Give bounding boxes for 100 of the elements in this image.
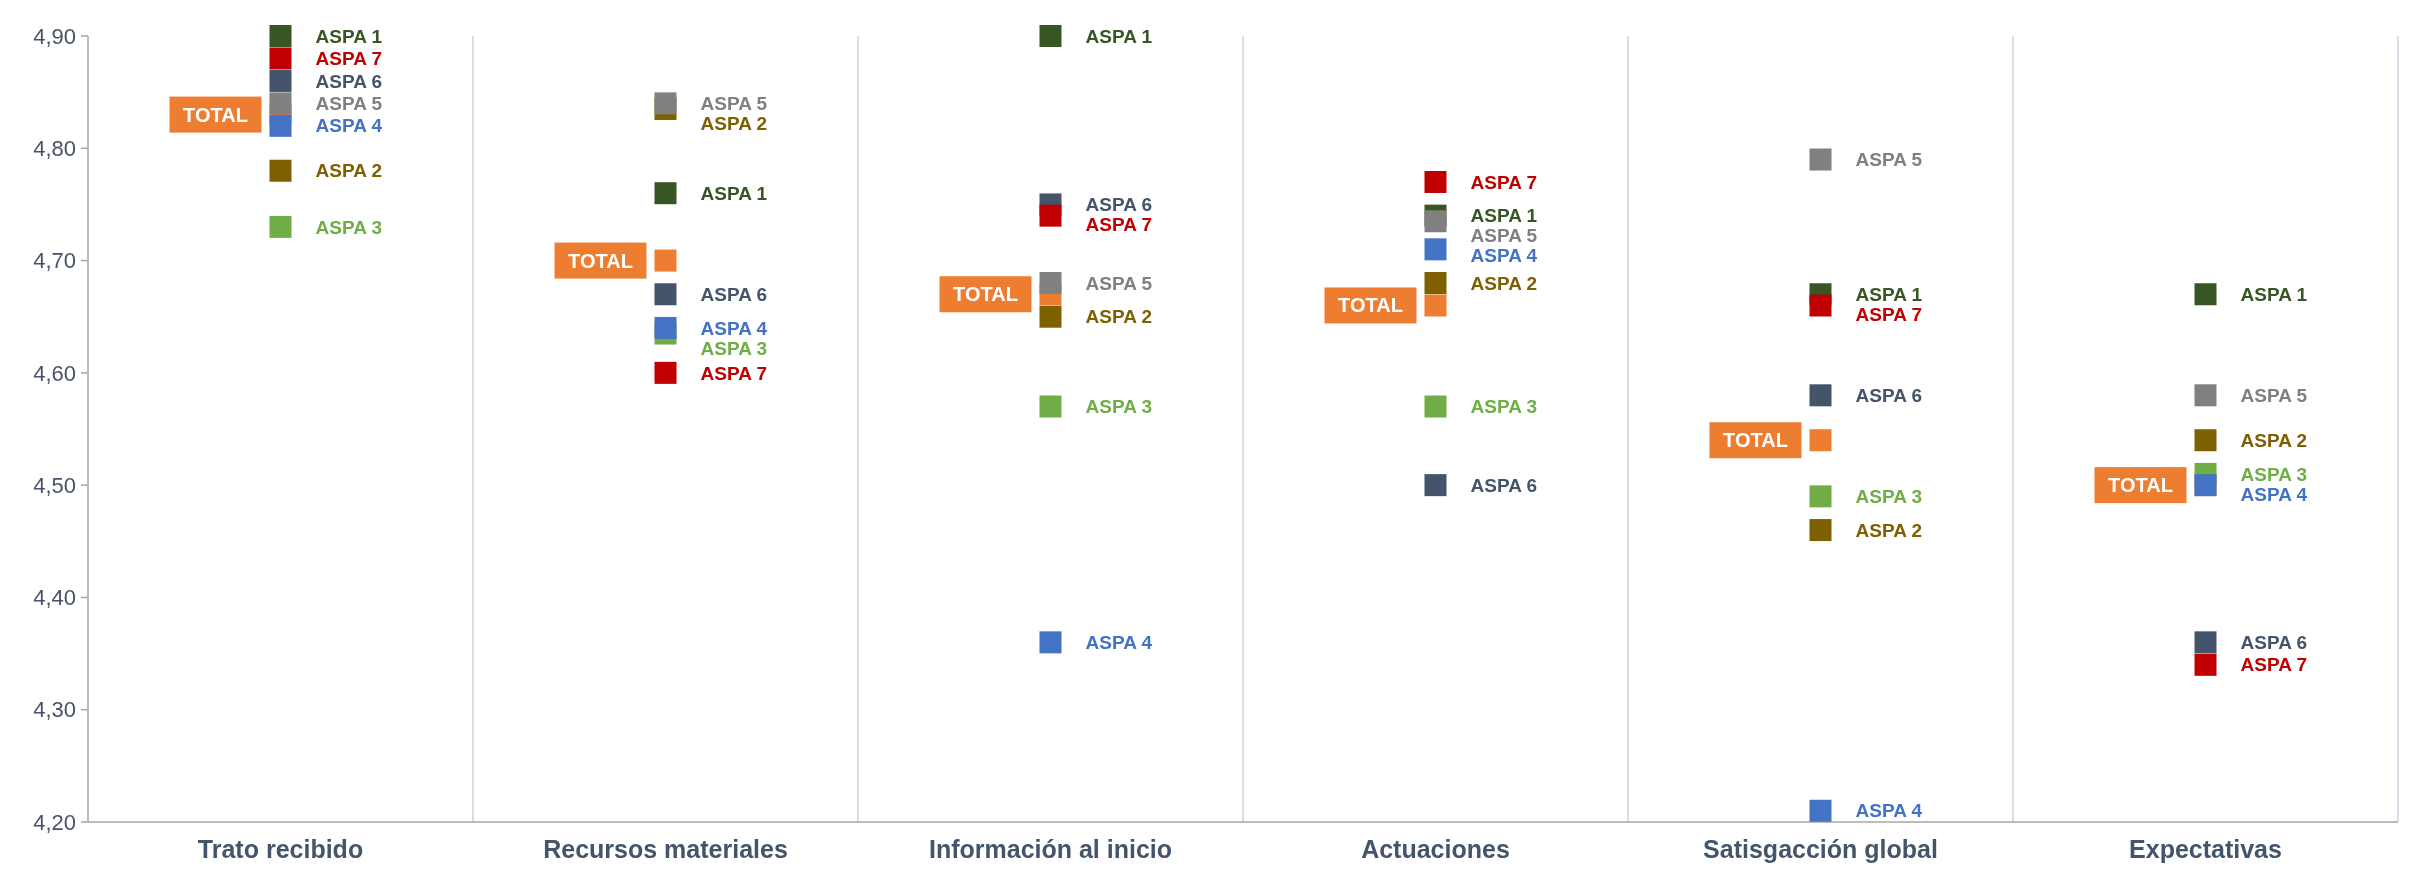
text: ASPA 5 — [1470, 225, 1538, 247]
point — [1809, 799, 1832, 822]
y-tick-label: 4,40 — [33, 585, 76, 611]
point — [269, 25, 292, 47]
point — [1039, 25, 1062, 47]
x-tick-label: Satisgacción global — [1703, 835, 1938, 863]
y-tick-label: 4,80 — [33, 135, 76, 161]
x-tick-label: Expectativas — [2129, 835, 2282, 863]
text: TOTAL — [568, 249, 633, 272]
point — [2194, 429, 2217, 452]
text: ASPA 6 — [1855, 384, 1923, 406]
point — [1039, 305, 1062, 328]
point — [1809, 384, 1832, 407]
text: ASPA 5 — [1855, 149, 1923, 171]
point — [1809, 485, 1832, 508]
text: ASPA 5 — [1085, 272, 1153, 294]
point — [2194, 631, 2217, 654]
x-tick-label: Recursos materiales — [543, 835, 788, 863]
point — [1424, 170, 1447, 193]
text: ASPA 4 — [1470, 245, 1538, 267]
text: ASPA 1 — [1855, 283, 1923, 305]
point — [1424, 210, 1447, 233]
text: ASPA 3 — [2240, 463, 2308, 485]
text: ASPA 2 — [1470, 272, 1538, 294]
point — [1424, 272, 1447, 295]
series-label: ASPA 7 — [315, 48, 383, 70]
point — [1424, 474, 1447, 497]
point — [654, 182, 677, 205]
text: ASPA 5 — [2240, 384, 2308, 406]
series-label: ASPA 6 — [315, 70, 383, 92]
point — [269, 159, 292, 182]
series-label: ASPA 1 — [315, 25, 383, 47]
text: ASPA 3 — [1855, 486, 1923, 508]
text: ASPA 6 — [2240, 631, 2308, 653]
text: TOTAL — [1723, 429, 1788, 452]
y-tick-label: 4,20 — [33, 809, 76, 835]
point — [269, 47, 292, 70]
series-label: ASPA 3 — [315, 216, 383, 238]
text: ASPA 4 — [1085, 631, 1153, 653]
point — [269, 215, 292, 238]
text: ASPA 2 — [1855, 519, 1923, 541]
y-tick-label: 4,60 — [33, 360, 76, 386]
point — [1424, 238, 1447, 261]
point — [1039, 631, 1062, 654]
y-tick-label: 4,70 — [33, 248, 76, 274]
text: ASPA 4 — [1855, 800, 1923, 822]
text: ASPA 7 — [1855, 303, 1923, 325]
point — [1039, 204, 1062, 227]
point — [1424, 294, 1447, 317]
point — [1424, 395, 1447, 418]
text: ASPA 7 — [2240, 654, 2308, 676]
point — [654, 316, 677, 339]
text: TOTAL — [2108, 474, 2173, 497]
point — [654, 249, 677, 272]
text: ASPA 7 — [700, 362, 768, 384]
series-label: ASPA 5 — [315, 93, 383, 115]
text: ASPA 6 — [1085, 194, 1153, 216]
text: ASPA 7 — [1470, 171, 1538, 193]
text: TOTAL — [183, 103, 248, 126]
text: TOTAL — [953, 283, 1018, 306]
point — [2194, 653, 2217, 676]
point — [1809, 519, 1832, 542]
point — [269, 114, 292, 137]
text: ASPA 1 — [1085, 25, 1153, 47]
point — [269, 69, 292, 92]
series-label: ASPA 2 — [315, 160, 383, 182]
point — [1039, 272, 1062, 295]
text: ASPA 1 — [1470, 205, 1538, 227]
y-tick-label: 4,30 — [33, 697, 76, 723]
x-tick-label: Trato recibido — [197, 835, 364, 863]
point — [1809, 429, 1832, 452]
point — [1809, 148, 1832, 171]
point — [654, 92, 677, 115]
text: ASPA 1 — [2240, 283, 2308, 305]
point — [654, 283, 677, 306]
x-tick-label: Actuaciones — [1361, 835, 1510, 863]
series-label: TOTAL — [1338, 294, 1403, 317]
point — [1039, 395, 1062, 418]
text: ASPA 3 — [700, 337, 768, 359]
text: ASPA 5 — [700, 93, 768, 115]
series-label: ASPA 4 — [315, 115, 383, 137]
y-tick-label: 4,90 — [33, 23, 76, 49]
text: ASPA 6 — [700, 283, 768, 305]
point — [654, 361, 677, 384]
text: ASPA 4 — [700, 317, 768, 339]
text: ASPA 2 — [700, 113, 768, 135]
point — [2194, 283, 2217, 306]
point — [269, 92, 292, 115]
text: ASPA 3 — [1470, 396, 1538, 418]
text: ASPA 2 — [2240, 429, 2308, 451]
text: ASPA 7 — [1085, 214, 1153, 236]
text: ASPA 6 — [1470, 474, 1538, 496]
x-tick-label: Información al inicio — [928, 835, 1173, 863]
y-tick-label: 4,50 — [33, 472, 76, 498]
text: ASPA 2 — [1085, 306, 1153, 328]
point — [1809, 294, 1832, 317]
text: ASPA 3 — [1085, 396, 1153, 418]
point — [2194, 384, 2217, 407]
text: ASPA 4 — [2240, 483, 2308, 505]
text: ASPA 1 — [700, 182, 768, 204]
